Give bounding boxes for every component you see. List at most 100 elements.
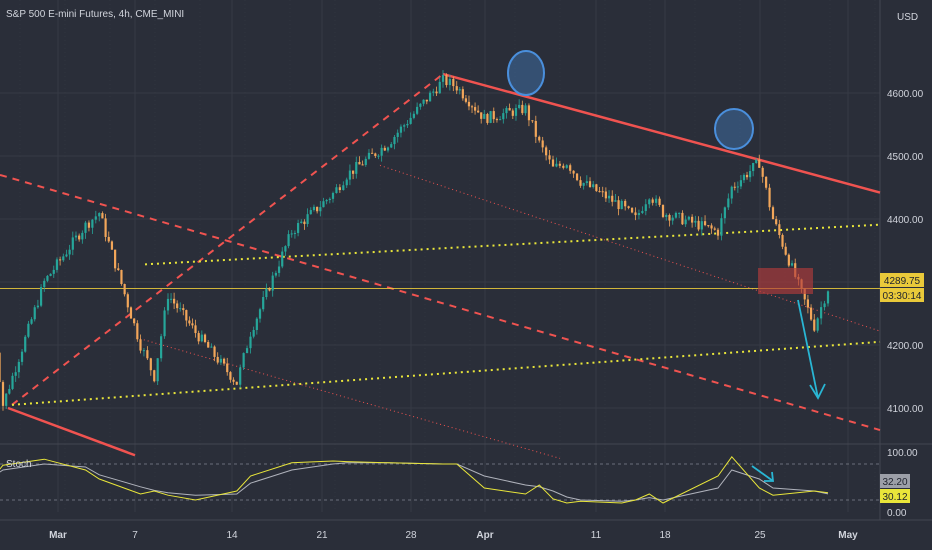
candle-up (296, 223, 300, 233)
time-tick-label: 25 (754, 530, 766, 541)
candle-down (361, 164, 364, 166)
candle-up (271, 275, 274, 291)
candle-up (335, 187, 338, 194)
candle-up (655, 198, 658, 203)
candle-up (300, 221, 303, 224)
candle-up (489, 111, 492, 123)
candle-down (548, 155, 551, 160)
candle-down (713, 228, 716, 230)
candle-down (492, 111, 495, 120)
candle-up (364, 158, 367, 165)
candle-up (820, 307, 823, 319)
stoch-k-value: 32.20 (882, 477, 907, 488)
axes: 4600.00 4500.00 4400.00 4200.00 4100.00 100.0… (49, 89, 923, 541)
candle-down (601, 191, 604, 193)
candle-down (538, 136, 541, 141)
candle-up (293, 232, 297, 234)
candle-up (306, 214, 309, 225)
candle-down (371, 152, 374, 154)
candle-down (59, 259, 62, 261)
candle-up (748, 171, 752, 178)
candle-down (691, 216, 694, 223)
candle-up (284, 246, 287, 252)
candle-down (194, 325, 197, 334)
candle-down (486, 114, 489, 123)
candle-down (338, 187, 341, 191)
candle-up (614, 200, 617, 202)
current-price-label: 4289.75 (884, 276, 921, 287)
candle-up (290, 233, 293, 235)
candle-down (658, 198, 661, 205)
price-tick-label: 4200.00 (887, 341, 924, 352)
price-tick-label: 4400.00 (887, 215, 924, 226)
candle-up (592, 184, 595, 188)
candle-down (182, 308, 185, 311)
candle-down (455, 86, 458, 91)
candle-down (188, 320, 191, 324)
candle-up (386, 147, 390, 151)
candle-up (826, 291, 830, 304)
candle-up (700, 221, 703, 230)
candle-down (495, 119, 499, 121)
candle-down (207, 342, 210, 348)
double-top-ellipse-1 (507, 50, 545, 96)
candle-up (755, 159, 758, 164)
candle-up (33, 307, 36, 320)
candle-down (107, 236, 110, 242)
candle-up (331, 193, 335, 199)
candle-down (477, 110, 480, 113)
candle-down (627, 206, 630, 208)
candle-up (348, 170, 352, 180)
currency-label: USD (897, 12, 918, 23)
candle-down (617, 200, 620, 210)
candle-down (101, 213, 104, 219)
candle-down (598, 191, 601, 193)
candle-down (630, 207, 634, 213)
support-line (11, 340, 881, 406)
candle-down (651, 199, 654, 203)
candle-up (367, 152, 371, 159)
candle-down (778, 224, 781, 235)
candle-up (641, 210, 644, 214)
candle-down (203, 334, 207, 343)
price-tick-label: 4600.00 (887, 89, 924, 100)
candle-down (703, 221, 707, 226)
candle-down (681, 212, 684, 225)
candle-down (716, 229, 720, 236)
candle-up (499, 119, 502, 121)
candle-up (739, 180, 743, 187)
countdown-badge (880, 288, 924, 302)
candle-down (480, 112, 483, 119)
candle-up (419, 103, 422, 107)
candle-down (787, 254, 790, 266)
annotation-drawings (507, 50, 826, 400)
candle-down (768, 187, 771, 208)
candle-up (200, 334, 203, 342)
candle-up (319, 207, 322, 212)
candle-down (176, 303, 179, 309)
candle-up (637, 213, 641, 216)
time-tick-label: May (838, 530, 858, 541)
candle-up (39, 287, 43, 306)
stoch-tick-label: 0.00 (887, 508, 907, 519)
candle-up (17, 361, 20, 373)
candle-up (8, 388, 11, 394)
stoch-k-badge (880, 474, 910, 488)
candle-up (166, 298, 170, 311)
candle-up (399, 126, 403, 133)
candle-up (55, 259, 59, 270)
candle-down (303, 221, 306, 225)
projection-arrow (797, 299, 819, 399)
candle-down (232, 379, 235, 382)
candle-down (562, 165, 565, 168)
candle-up (524, 105, 527, 114)
candle-down (235, 381, 238, 385)
candle-down (316, 206, 319, 212)
candle-up (565, 165, 568, 168)
candle-up (258, 309, 262, 319)
candle-up (219, 358, 222, 363)
candle-down (123, 284, 126, 295)
candle-up (68, 249, 71, 255)
candle-up (355, 162, 358, 174)
